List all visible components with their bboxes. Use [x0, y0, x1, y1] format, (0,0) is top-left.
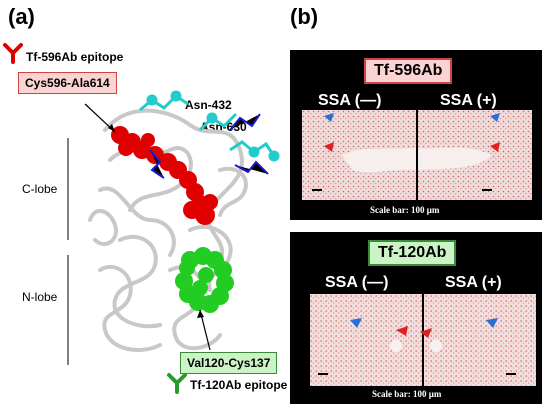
- glycan-label-432: Asn-432: [185, 98, 232, 112]
- panel-b-label: (b): [290, 4, 319, 29]
- antibody-icon-green: [167, 373, 187, 394]
- top-micrograph: [302, 110, 532, 200]
- bottom-ssa-plus: SSA (+): [445, 274, 502, 291]
- bottom-title-box: Tf-120Ab: [368, 240, 457, 266]
- top-epitope-label: Tf-596Ab epitope: [26, 50, 124, 64]
- top-title-box: Tf-596Ab: [364, 58, 453, 84]
- n-lobe-label: N-lobe: [22, 290, 58, 304]
- bottom-ssa-minus: SSA (—): [325, 274, 389, 291]
- top-sequence-box: Cys596-Ala614: [18, 72, 117, 94]
- bottom-sequence-box: Val120-Cys137: [180, 352, 278, 374]
- protein-structure: [67, 90, 280, 365]
- panel-a-label: (a): [8, 4, 35, 29]
- top-ssa-plus: SSA (+): [440, 92, 497, 109]
- bottom-epitope-label: Tf-120Ab epitope: [190, 378, 288, 392]
- antibody-icon-red: [3, 43, 23, 64]
- c-lobe-label: C-lobe: [22, 182, 58, 196]
- bottom-micrograph: [310, 294, 536, 386]
- top-scale-bar-label: Scale bar: 100 μm: [370, 205, 440, 215]
- bottom-scale-bar-label: Scale bar: 100 μm: [372, 389, 442, 399]
- top-ssa-minus: SSA (—): [318, 92, 382, 109]
